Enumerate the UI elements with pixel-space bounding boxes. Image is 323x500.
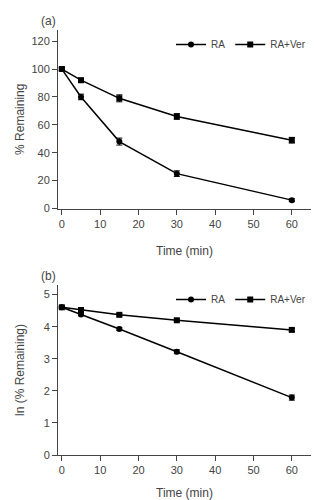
svg-text:Time (min): Time (min): [156, 486, 213, 500]
svg-text:50: 50: [247, 464, 259, 476]
svg-text:40: 40: [209, 464, 221, 476]
svg-text:40: 40: [209, 218, 221, 230]
svg-text:80: 80: [38, 91, 50, 103]
svg-text:(b): (b): [41, 269, 56, 283]
svg-text:0: 0: [59, 464, 65, 476]
svg-text:3: 3: [44, 353, 50, 365]
svg-text:30: 30: [171, 218, 183, 230]
svg-text:20: 20: [132, 218, 144, 230]
svg-text:60: 60: [38, 119, 50, 131]
svg-text:120: 120: [31, 35, 49, 47]
svg-text:10: 10: [94, 218, 106, 230]
svg-text:60: 60: [286, 464, 298, 476]
svg-text:4: 4: [44, 321, 50, 333]
svg-text:RA: RA: [211, 294, 225, 305]
svg-text:0: 0: [44, 202, 50, 214]
svg-text:2: 2: [44, 385, 50, 397]
svg-text:100: 100: [31, 63, 49, 75]
svg-text:RA+Ver: RA+Ver: [270, 39, 305, 50]
svg-text:ln (% Remaining): ln (% Remaining): [13, 324, 27, 416]
svg-text:0: 0: [44, 449, 50, 461]
svg-text:60: 60: [286, 218, 298, 230]
svg-text:(a): (a): [41, 14, 56, 28]
svg-text:5: 5: [44, 288, 50, 300]
svg-text:20: 20: [132, 464, 144, 476]
svg-text:0: 0: [59, 218, 65, 230]
svg-text:Time (min): Time (min): [156, 244, 213, 258]
svg-text:% Remaining: % Remaining: [13, 84, 27, 155]
svg-text:20: 20: [38, 174, 50, 186]
svg-text:1: 1: [44, 417, 50, 429]
svg-text:40: 40: [38, 147, 50, 159]
svg-text:50: 50: [247, 218, 259, 230]
svg-text:RA: RA: [211, 39, 225, 50]
svg-text:10: 10: [94, 464, 106, 476]
svg-text:30: 30: [171, 464, 183, 476]
svg-text:RA+Ver: RA+Ver: [270, 294, 305, 305]
